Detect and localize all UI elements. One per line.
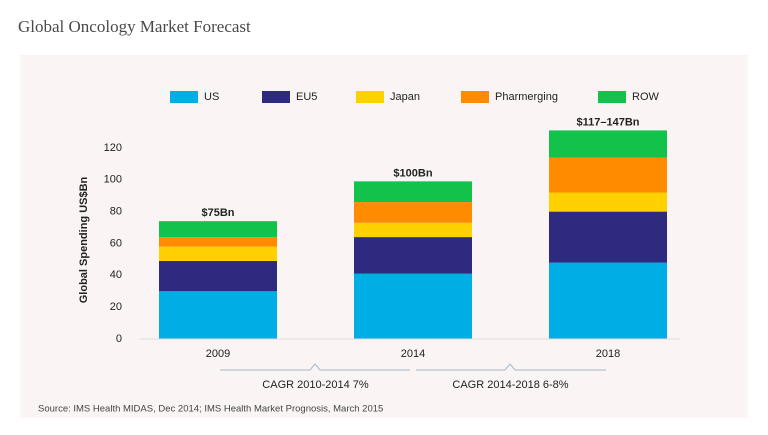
bar-segment — [159, 221, 277, 238]
bar-segment — [354, 237, 472, 274]
growth-label: CAGR 2014-2018 6-8% — [452, 379, 568, 391]
x-tick-label: 2018 — [596, 348, 620, 360]
legend-label: US — [204, 91, 219, 103]
legend-label: Pharmerging — [495, 91, 558, 103]
bracket — [416, 363, 606, 371]
y-axis-title: Global Spending US$Bn — [78, 176, 90, 303]
bar-segment — [159, 291, 277, 339]
y-tick-label: 40 — [110, 269, 122, 281]
bar-segment — [354, 222, 472, 238]
bar-segment — [354, 202, 472, 223]
bar-segment — [159, 237, 277, 247]
brackets — [220, 363, 606, 371]
x-tick-label: 2014 — [401, 348, 425, 360]
bar-segment — [549, 157, 667, 193]
legend-swatch — [598, 91, 626, 103]
legend-label: Japan — [390, 91, 420, 103]
source: Source: IMS Health MIDAS, Dec 2014; IMS … — [38, 404, 383, 415]
bar-segment — [549, 262, 667, 339]
y-tick-label: 60 — [110, 237, 122, 249]
total-label: $100Bn — [393, 167, 432, 179]
legend-swatch — [262, 91, 290, 103]
bar-segment — [159, 246, 277, 261]
bar-segment — [549, 130, 667, 158]
bracket — [220, 363, 410, 371]
legend-swatch — [356, 91, 384, 103]
chart-title: Global Oncology Market Forecast — [18, 17, 251, 36]
y-tick-label: 20 — [110, 301, 122, 313]
legend-label: ROW — [632, 91, 660, 103]
total-label: $117–147Bn — [577, 116, 640, 128]
total-label: $75Bn — [201, 207, 234, 219]
y-tick-label: 80 — [110, 206, 122, 218]
y-tick-label: 0 — [116, 333, 122, 345]
bar-segment — [354, 273, 472, 339]
bar-segment — [159, 260, 277, 292]
y-tick-label: 100 — [104, 174, 122, 186]
bar-segment — [354, 181, 472, 203]
y-tick-label: 120 — [104, 142, 122, 154]
bar-segment — [549, 192, 667, 212]
bar-segment — [549, 211, 667, 263]
legend-label: EU5 — [296, 91, 317, 103]
growth-label: CAGR 2010-2014 7% — [262, 379, 369, 391]
legend-swatch — [170, 91, 198, 103]
legend-swatch — [461, 91, 489, 103]
x-tick-label: 2009 — [206, 348, 230, 360]
